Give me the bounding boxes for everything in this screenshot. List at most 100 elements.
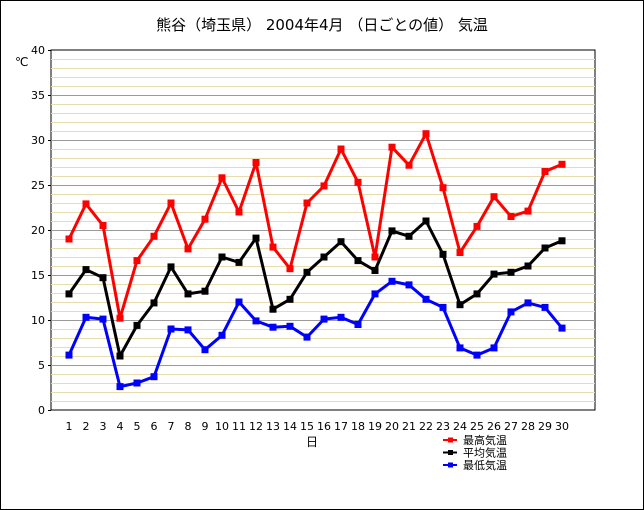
data-point [235, 208, 243, 216]
data-point [184, 326, 192, 334]
data-point [388, 227, 396, 235]
data-point [303, 333, 311, 341]
legend-marker [448, 437, 453, 443]
data-point [507, 213, 515, 220]
legend-marker [448, 462, 453, 468]
x-tick-label: 12 [249, 420, 263, 433]
data-point [303, 199, 311, 207]
data-point [235, 258, 243, 266]
data-point [456, 301, 464, 309]
data-point [133, 257, 141, 265]
data-point [507, 308, 515, 316]
data-point [439, 184, 447, 192]
data-point [116, 352, 124, 360]
chart-title: 熊谷（埼玉県） 2004年4月 （日ごとの値） 気温 [156, 16, 488, 34]
legend-label: 最低気温 [463, 458, 507, 472]
y-tick-label: 25 [31, 179, 45, 192]
data-point [473, 222, 481, 230]
data-point [337, 313, 345, 321]
data-point [354, 321, 362, 328]
data-point [252, 234, 260, 242]
data-point [541, 244, 549, 252]
data-point [150, 299, 158, 307]
data-point [235, 298, 243, 306]
data-point [524, 299, 532, 307]
x-tick-label: 2 [83, 420, 90, 433]
x-tick-label: 7 [168, 420, 175, 433]
series-line-0 [67, 132, 563, 320]
x-tick-label: 4 [117, 420, 124, 433]
data-point [388, 143, 396, 151]
data-point [388, 277, 396, 285]
data-point [252, 317, 260, 325]
data-point [558, 160, 566, 168]
y-tick-label: 5 [38, 359, 45, 372]
x-tick-label: 10 [215, 420, 229, 433]
y-tick-label: 10 [31, 314, 45, 327]
y-tick-label: 15 [31, 269, 45, 282]
data-point [439, 303, 447, 311]
data-point [286, 265, 294, 273]
data-point [269, 305, 277, 313]
x-tick-label: 27 [504, 420, 518, 433]
data-point [65, 351, 73, 359]
x-tick-label: 9 [202, 420, 209, 433]
data-point [371, 290, 379, 298]
data-point [116, 314, 124, 322]
data-point [422, 217, 430, 225]
data-point [150, 373, 158, 381]
data-point [65, 235, 73, 243]
data-point [405, 281, 413, 289]
y-tick-label: 35 [31, 89, 45, 102]
x-tick-label: 8 [185, 420, 192, 433]
x-tick-label: 18 [351, 420, 365, 433]
y-tick-label: 40 [31, 44, 45, 57]
x-tick-label: 26 [487, 420, 501, 433]
data-point [422, 130, 430, 138]
data-point [150, 232, 158, 240]
x-tick-label: 14 [283, 420, 297, 433]
data-point [133, 321, 141, 329]
data-point [371, 253, 379, 261]
data-point [252, 159, 260, 166]
data-point [473, 290, 481, 298]
x-tick-label: 13 [266, 420, 280, 433]
data-point [201, 346, 209, 354]
data-point [337, 145, 345, 153]
data-point [82, 266, 90, 274]
data-point [218, 174, 226, 182]
data-point [558, 324, 566, 332]
x-tick-label: 20 [385, 420, 399, 433]
x-tick-label: 1 [66, 420, 73, 433]
x-tick-label: 28 [521, 420, 535, 433]
data-point [218, 253, 226, 261]
data-point [184, 290, 192, 298]
legend-label: 最高気温 [463, 433, 507, 447]
data-point [320, 182, 328, 190]
data-point [490, 193, 498, 201]
data-point [541, 168, 549, 175]
data-point [303, 268, 311, 276]
data-point [269, 243, 277, 251]
data-point [371, 267, 379, 274]
data-point [320, 315, 328, 323]
y-tick-label: 20 [31, 224, 45, 237]
x-tick-label: 11 [232, 420, 246, 433]
legend-marker [448, 450, 453, 455]
data-point [473, 351, 481, 359]
x-axis-label: 日 [306, 435, 318, 449]
x-tick-label: 24 [453, 420, 467, 433]
data-point [218, 331, 226, 339]
data-point [167, 199, 175, 207]
data-point [337, 238, 345, 246]
legend-label: 平均気温 [463, 446, 507, 460]
data-point [422, 295, 430, 303]
data-point [65, 290, 73, 298]
data-point [541, 303, 549, 311]
data-point [354, 178, 362, 186]
data-point [99, 315, 107, 323]
data-point [167, 325, 175, 333]
data-point [490, 270, 498, 278]
data-point [524, 207, 532, 215]
